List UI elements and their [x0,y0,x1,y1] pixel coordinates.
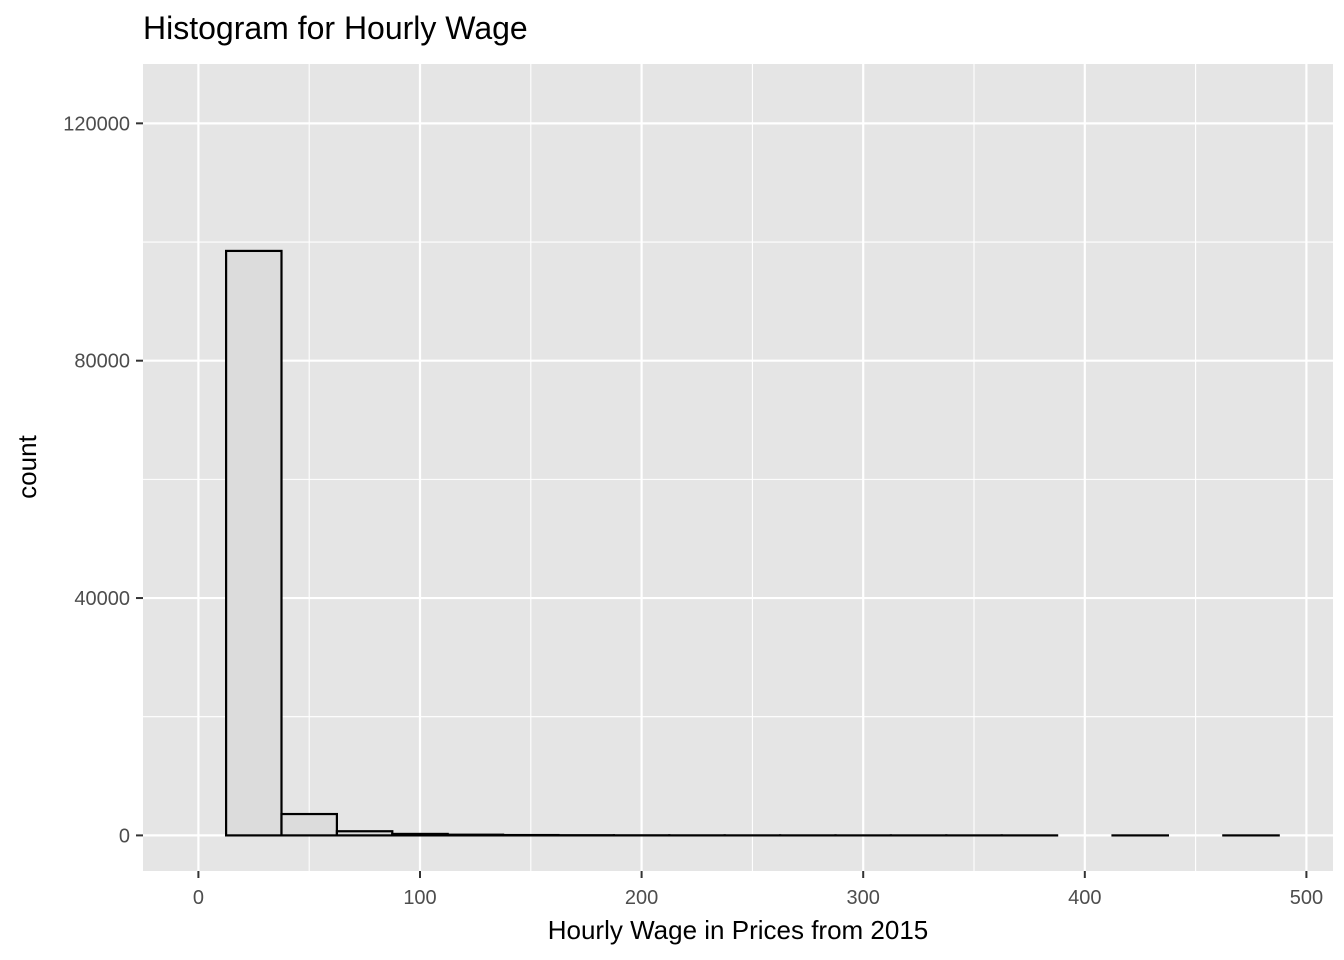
y-axis: 0 40000 80000 120000 [63,113,143,847]
histogram-bar [280,812,339,837]
x-tick-label: 400 [1068,887,1101,909]
y-tick-label: 80000 [74,351,130,373]
histogram-bars [225,249,1280,837]
y-tick-label: 0 [119,825,130,847]
y-tick-label: 40000 [74,588,130,610]
x-axis: 0 100 200 300 400 500 [193,871,1323,909]
x-tick-label: 500 [1290,887,1323,909]
histogram-bar [225,249,283,837]
x-axis-title: Hourly Wage in Prices from 2015 [548,915,929,945]
x-tick-label: 300 [847,887,880,909]
histogram-bar [446,833,505,837]
x-tick-label: 100 [403,887,436,909]
histogram-bar [391,832,449,837]
y-tick-label: 120000 [63,113,130,135]
chart-title: Histogram for Hourly Wage [143,10,528,46]
x-tick-label: 200 [625,887,658,909]
grid-minor [143,64,1333,871]
x-tick-label: 0 [193,887,204,909]
y-axis-title: count [12,434,42,498]
histogram-bar [335,830,394,837]
plot-panel [143,64,1333,871]
